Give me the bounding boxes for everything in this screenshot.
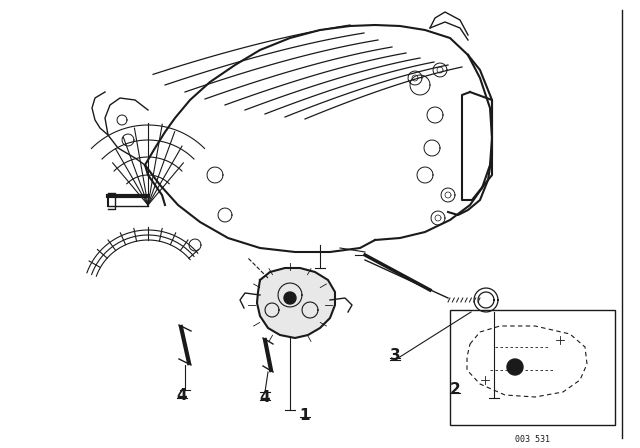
Circle shape xyxy=(284,292,296,304)
Text: 3: 3 xyxy=(390,348,400,362)
Text: 4: 4 xyxy=(260,391,270,405)
Polygon shape xyxy=(257,268,335,338)
Text: 4: 4 xyxy=(177,388,188,402)
Text: 1: 1 xyxy=(300,408,310,422)
Text: 2: 2 xyxy=(450,383,460,397)
Text: 003 531: 003 531 xyxy=(515,435,550,444)
Circle shape xyxy=(507,359,523,375)
Bar xyxy=(450,310,615,425)
